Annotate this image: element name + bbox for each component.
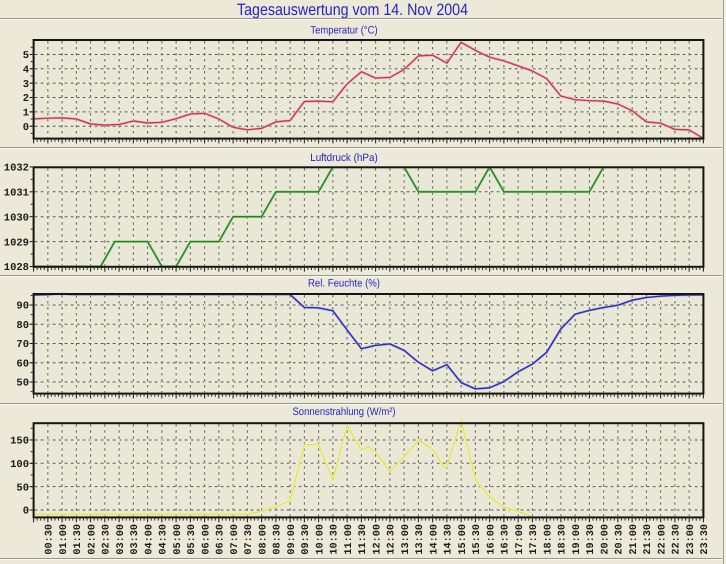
svg-text:23:00: 23:00 [686, 524, 697, 555]
svg-text:80: 80 [16, 320, 29, 332]
svg-text:05:00: 05:00 [173, 524, 184, 555]
svg-text:50: 50 [16, 482, 29, 494]
svg-text:02:30: 02:30 [102, 524, 113, 555]
svg-text:21:00: 21:00 [629, 524, 640, 555]
svg-text:16:30: 16:30 [501, 524, 512, 555]
svg-text:3: 3 [23, 79, 29, 91]
svg-text:03:00: 03:00 [116, 524, 127, 555]
svg-text:18:30: 18:30 [558, 524, 569, 555]
svg-text:150: 150 [10, 436, 29, 448]
svg-text:15:30: 15:30 [472, 524, 483, 555]
svg-text:90: 90 [16, 301, 29, 313]
svg-text:13:00: 13:00 [401, 524, 412, 555]
svg-text:Tagesauswertung vom 14. Nov 20: Tagesauswertung vom 14. Nov 2004 [237, 1, 468, 19]
svg-text:Rel. Feuchte (%): Rel. Feuchte (%) [308, 277, 380, 289]
svg-text:Sonnenstrahlung (W/m²): Sonnenstrahlung (W/m²) [293, 406, 396, 418]
svg-text:5: 5 [23, 50, 29, 62]
svg-text:Luftdruck (hPa): Luftdruck (hPa) [310, 152, 378, 164]
svg-text:0: 0 [23, 506, 29, 518]
svg-text:4: 4 [23, 65, 29, 77]
svg-text:07:30: 07:30 [244, 524, 255, 555]
svg-text:12:00: 12:00 [372, 524, 383, 555]
svg-text:1030: 1030 [4, 212, 29, 224]
svg-text:00:30: 00:30 [45, 524, 56, 555]
svg-text:12:30: 12:30 [387, 524, 398, 555]
svg-text:100: 100 [10, 459, 29, 471]
svg-text:1029: 1029 [4, 237, 29, 249]
svg-text:1: 1 [23, 108, 29, 120]
svg-text:22:00: 22:00 [657, 524, 668, 555]
svg-text:1031: 1031 [4, 188, 29, 200]
svg-text:14:30: 14:30 [444, 524, 455, 555]
svg-text:09:00: 09:00 [287, 524, 298, 555]
svg-text:06:30: 06:30 [216, 524, 227, 555]
svg-text:04:00: 04:00 [144, 524, 155, 555]
svg-text:18:00: 18:00 [543, 524, 554, 555]
svg-text:22:30: 22:30 [672, 524, 683, 555]
svg-text:06:00: 06:00 [201, 524, 212, 555]
svg-text:07:00: 07:00 [230, 524, 241, 555]
svg-text:09:30: 09:30 [301, 524, 312, 555]
svg-text:21:30: 21:30 [643, 524, 654, 555]
svg-text:20:30: 20:30 [615, 524, 626, 555]
svg-text:19:00: 19:00 [572, 524, 583, 555]
svg-text:10:00: 10:00 [315, 524, 326, 555]
svg-text:01:30: 01:30 [73, 524, 84, 555]
svg-text:05:30: 05:30 [187, 524, 198, 555]
svg-text:08:00: 08:00 [258, 524, 269, 555]
svg-text:04:30: 04:30 [159, 524, 170, 555]
svg-text:11:00: 11:00 [344, 524, 355, 555]
svg-text:11:30: 11:30 [358, 524, 369, 555]
svg-text:02:00: 02:00 [87, 524, 98, 555]
svg-text:17:00: 17:00 [515, 524, 526, 555]
svg-text:23:30: 23:30 [700, 524, 711, 555]
svg-text:15:00: 15:00 [458, 524, 469, 555]
svg-text:13:30: 13:30 [415, 524, 426, 555]
svg-text:1032: 1032 [4, 163, 29, 175]
svg-text:Temperatur (°C): Temperatur (°C) [310, 25, 377, 37]
svg-text:10:30: 10:30 [330, 524, 341, 555]
svg-text:2: 2 [23, 93, 29, 105]
svg-text:14:00: 14:00 [429, 524, 440, 555]
svg-text:17:30: 17:30 [529, 524, 540, 555]
svg-text:60: 60 [16, 358, 29, 370]
svg-text:70: 70 [16, 339, 29, 351]
svg-text:20:00: 20:00 [600, 524, 611, 555]
svg-text:50: 50 [16, 378, 29, 390]
svg-text:19:30: 19:30 [586, 524, 597, 555]
svg-text:01:00: 01:00 [59, 524, 70, 555]
svg-text:08:30: 08:30 [273, 524, 284, 555]
svg-text:16:00: 16:00 [486, 524, 497, 555]
svg-text:0: 0 [23, 122, 29, 134]
svg-text:1028: 1028 [4, 262, 29, 274]
svg-text:03:30: 03:30 [130, 524, 141, 555]
